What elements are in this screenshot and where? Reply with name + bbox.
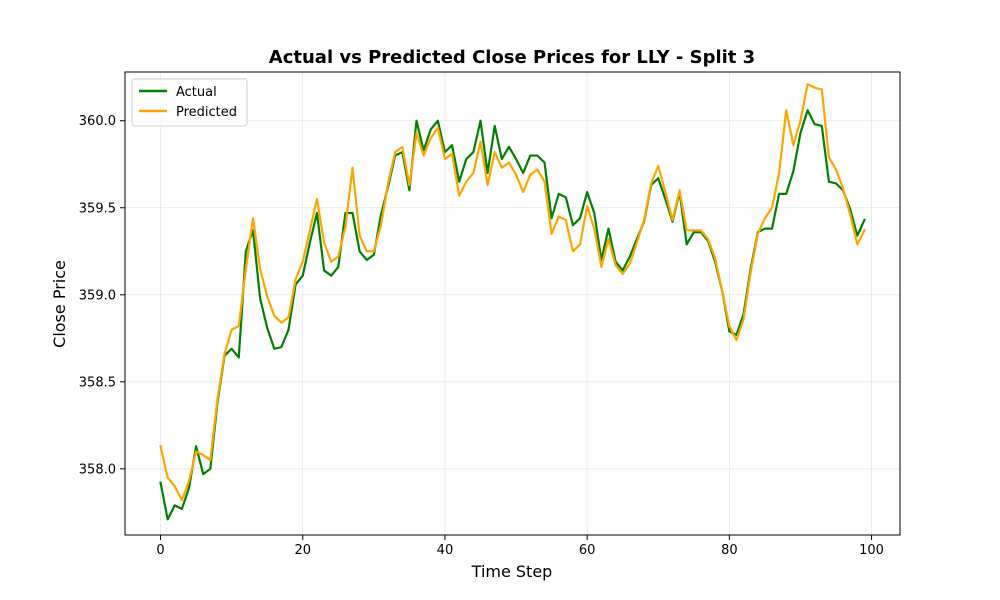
y-axis-label: Close Price [50,260,69,348]
legend-label-predicted: Predicted [176,105,237,120]
series-lines [159,83,866,521]
x-tick-label: 60 [579,543,596,558]
y-tick-label: 358.0 [79,462,116,477]
x-axis-label: Time Step [471,562,553,581]
legend-label-actual: Actual [176,85,217,100]
axis-ticks: 0 20 40 60 80 100 358.0 358.5 359.0 359.5 360.0 [79,114,884,558]
series-line-predicted [159,83,866,502]
y-tick-label: 360.0 [79,114,116,129]
x-tick-label: 0 [156,543,164,558]
x-tick-label: 80 [721,543,738,558]
y-tick-label: 358.5 [79,375,116,390]
legend: Actual Predicted [131,78,248,127]
chart-title: Actual vs Predicted Close Prices for LLY… [269,47,755,68]
x-tick-label: 100 [859,543,884,558]
y-tick-label: 359.5 [79,201,116,216]
x-tick-label: 20 [294,543,311,558]
plot-frame [124,71,901,536]
x-tick-label: 40 [437,543,454,558]
y-tick-label: 359.0 [79,288,116,303]
